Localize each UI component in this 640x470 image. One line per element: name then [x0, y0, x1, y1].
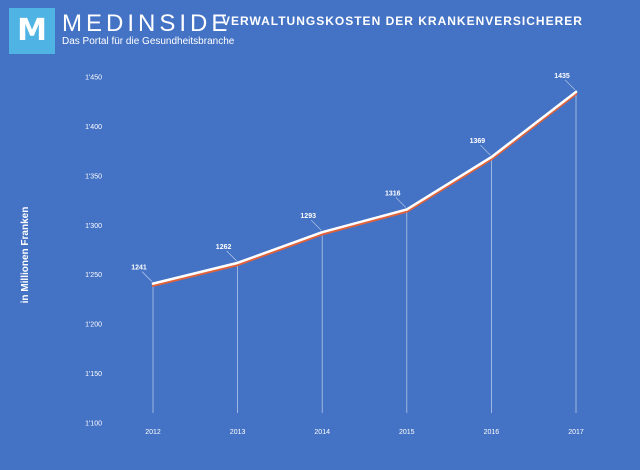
data-point [321, 231, 324, 234]
label-leader-line [226, 250, 237, 262]
label-leader-line [564, 79, 576, 91]
y-axis-ticks: 1'100 1'150 1'200 1'250 1'300 1'350 1'400 1'450 [85, 75, 102, 428]
y-tick-label: 1'100 [85, 421, 102, 428]
series-line [151, 90, 578, 285]
data-label: 1369 [470, 138, 486, 145]
brand-logo: M [9, 8, 55, 54]
data-label: 1241 [131, 265, 147, 272]
label-leader-line [141, 271, 153, 282]
x-tick-label: 2014 [314, 429, 330, 436]
y-tick-label: 1'300 [85, 223, 102, 230]
x-tick-label: 2015 [399, 429, 415, 436]
data-label: 1435 [554, 73, 570, 80]
x-tick-label: 2016 [484, 429, 500, 436]
x-axis-ticks: 2012 2013 2014 2015 2016 2017 [145, 429, 584, 436]
x-tick-label: 2012 [145, 429, 161, 436]
y-tick-label: 1'200 [85, 322, 102, 329]
y-tick-label: 1'150 [85, 371, 102, 378]
series-line-shadow [151, 92, 578, 287]
data-label: 1293 [300, 213, 316, 220]
brand-name: MEDINSIDE [62, 10, 232, 37]
data-point [151, 282, 155, 285]
x-tick-label: 2017 [568, 429, 584, 436]
data-point [574, 90, 578, 94]
data-point [490, 155, 493, 159]
y-tick-label: 1'250 [85, 272, 102, 279]
logo-letter: M [17, 13, 47, 48]
label-leader-line [480, 144, 491, 156]
y-tick-label: 1'400 [85, 124, 102, 131]
data-label: 1316 [385, 190, 401, 197]
x-tick-label: 2013 [230, 429, 246, 436]
y-axis-label: in Millionen Franken [20, 207, 31, 304]
brand-tagline: Das Portal für die Gesundheitsbranche [62, 36, 235, 47]
data-series [151, 90, 578, 287]
drop-lines [152, 91, 577, 413]
data-label: 1262 [216, 244, 232, 251]
y-tick-label: 1'350 [85, 173, 102, 180]
label-leader-line [395, 197, 407, 208]
y-tick-label: 1'450 [85, 75, 102, 82]
data-point [405, 208, 408, 211]
data-labels: 1241 1262 1293 1316 1369 1435 [131, 73, 576, 282]
chart-title: VERWALTUNGSKOSTEN DER KRANKENVERSICHERER [222, 14, 583, 28]
data-point [236, 261, 239, 265]
label-leader-line [310, 219, 322, 231]
